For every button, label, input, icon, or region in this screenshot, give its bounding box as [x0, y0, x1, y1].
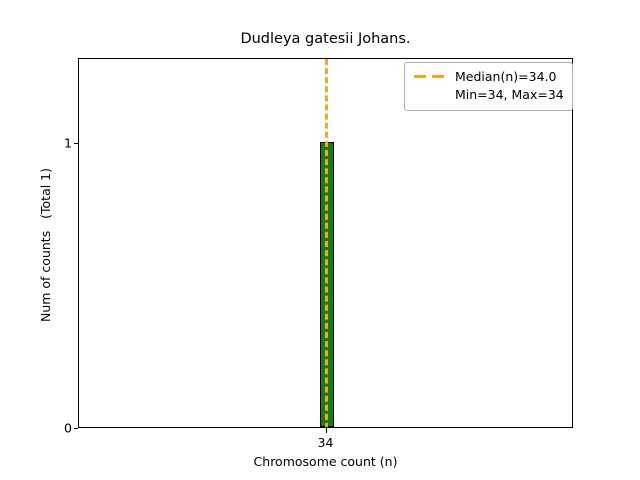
legend-entry-line2: Min=34, Max=34 [455, 87, 564, 103]
legend-dashed-line-icon [413, 68, 447, 85]
chart-title: Dudleya gatesii Johans. [240, 31, 411, 47]
legend: Median(n)=34.0 Min=34, Max=34 [404, 62, 573, 112]
xtick-label-34: 34 [317, 435, 334, 450]
plot-area [78, 58, 573, 428]
y-axis-label-line1: Num of counts [38, 230, 53, 323]
legend-dash-segment-2 [432, 75, 444, 78]
y-axis-label-spacer [38, 219, 53, 231]
median-line [325, 59, 328, 427]
ytick-mark-0 [73, 428, 78, 429]
x-axis-label: Chromosome count (n) [253, 454, 398, 469]
y-axis-label: Num of counts (Total 1) [38, 60, 54, 430]
legend-entry-line1: Median(n)=34.0 [455, 69, 557, 84]
ytick-label-0: 0 [64, 420, 72, 436]
legend-dash-segment-1 [414, 75, 426, 78]
xtick-mark-34 [325, 428, 327, 433]
ytick-mark-1 [73, 143, 78, 144]
y-axis-label-line2: (Total 1) [38, 167, 53, 219]
ytick-label-1: 1 [64, 135, 72, 151]
legend-entry-text: Median(n)=34.0 Min=34, Max=34 [455, 68, 564, 104]
